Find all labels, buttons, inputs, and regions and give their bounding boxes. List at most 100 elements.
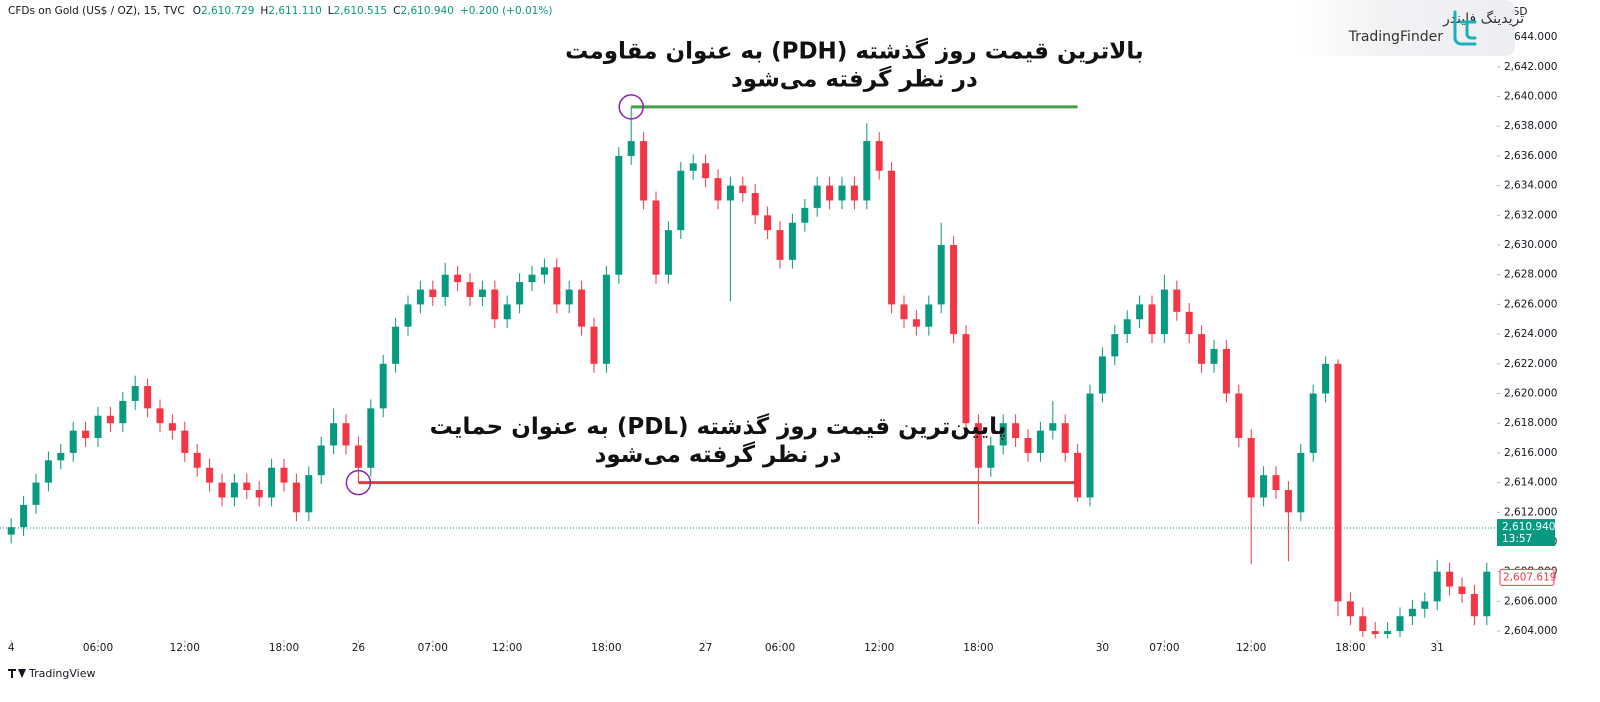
- candle-body: [850, 185, 858, 201]
- candle-body: [1123, 319, 1131, 335]
- candle-body: [652, 200, 660, 275]
- candle-body: [1086, 393, 1094, 498]
- candle-body: [379, 363, 387, 409]
- candle-body: [94, 415, 102, 439]
- candle-body: [739, 185, 747, 194]
- candle-body: [962, 334, 970, 424]
- candle-body: [20, 504, 28, 528]
- candle-body: [230, 482, 238, 498]
- annotation: بالاترین قیمت روز گذشته (PDH) به عنوان م…: [565, 37, 1144, 64]
- candle-body: [1210, 348, 1218, 364]
- candle-body: [491, 289, 499, 320]
- candle-body: [776, 230, 784, 260]
- candle-body: [1012, 423, 1020, 439]
- candle-body: [330, 423, 338, 446]
- candle-body: [1470, 593, 1478, 617]
- candle-body: [354, 445, 362, 468]
- candle-body: [243, 482, 251, 491]
- candle-body: [416, 289, 424, 305]
- ohlc-value: 2,610.940: [400, 5, 453, 17]
- logo-bg: [1300, 0, 1515, 56]
- candle-body: [950, 245, 958, 335]
- candle-body: [788, 222, 796, 260]
- x-tick-label: 18:00: [591, 642, 621, 654]
- candle-body: [516, 282, 524, 305]
- x-tick-label: 06:00: [765, 642, 795, 654]
- candle-body: [726, 185, 734, 201]
- candle-body: [342, 423, 350, 446]
- candle-body: [181, 430, 189, 453]
- candle-body: [1222, 348, 1230, 394]
- y-tick-label: 2,638.000: [1504, 120, 1557, 132]
- alert-price-box: [1499, 568, 1555, 586]
- annotation: پایین‌ترین قیمت روز گذشته (PDL) به عنوان…: [430, 413, 1007, 440]
- candle-body: [168, 423, 176, 431]
- candle-body: [156, 408, 164, 424]
- candle-body: [912, 319, 920, 327]
- y-tick-label: 2,634.000: [1504, 180, 1557, 192]
- candle-body: [1198, 334, 1206, 364]
- candle-body: [714, 178, 722, 201]
- candle-body: [838, 185, 846, 201]
- candle-body: [218, 482, 226, 498]
- candle-body: [1297, 452, 1305, 513]
- y-tick-label: 2,632.000: [1504, 209, 1557, 221]
- candle-body: [1458, 586, 1466, 594]
- y-tick-label: 2,626.000: [1504, 298, 1557, 310]
- level-marker: [345, 469, 372, 496]
- candle-body: [677, 170, 685, 231]
- candle-body: [1160, 289, 1168, 335]
- candle-body: [1433, 571, 1441, 602]
- candle-body: [454, 274, 462, 283]
- y-tick-label: 2,630.000: [1504, 239, 1557, 251]
- candle-body: [404, 304, 412, 327]
- plot-area: [0, 106, 1497, 639]
- y-tick-label: 2,612.000: [1504, 506, 1557, 518]
- x-tick-label: 18:00: [1335, 642, 1365, 654]
- candle-body: [801, 207, 809, 223]
- candle-body: [1334, 363, 1342, 602]
- x-tick-label: 18:00: [963, 642, 993, 654]
- y-tick-label: 2,644.000: [1504, 31, 1557, 43]
- candle-body: [466, 282, 474, 297]
- candle-body: [540, 267, 548, 275]
- candle-body: [317, 445, 325, 476]
- candle-body: [1322, 363, 1330, 394]
- candle-body: [1061, 423, 1069, 453]
- candle-body: [1359, 616, 1367, 632]
- logo-icon: [1453, 10, 1477, 46]
- candle-body: [119, 400, 127, 424]
- candle-body: [82, 430, 90, 439]
- y-tick-label: 2,642.000: [1504, 61, 1557, 73]
- header: CFDs on Gold (US$ / OZ), 15, TVC O2,610.7…: [8, 5, 552, 17]
- level-marker: [618, 94, 644, 120]
- candle-body: [429, 289, 437, 297]
- ohlc-key: H: [260, 5, 268, 17]
- candle-body: [987, 445, 995, 468]
- logo-en: TradingFinder: [1348, 29, 1444, 45]
- price-axis-bg: [1497, 0, 1600, 660]
- x-tick-label: 4: [8, 642, 15, 654]
- x-tick-label: 27: [699, 642, 712, 654]
- candle-body: [578, 289, 586, 327]
- candle-body: [553, 267, 561, 305]
- ohlc-key: C: [393, 5, 400, 17]
- y-tick-label: 2,640.000: [1504, 91, 1557, 103]
- symbol: CFDs on Gold (US$ / OZ), 15, TVC: [8, 5, 185, 17]
- x-tick-label: 12:00: [492, 642, 522, 654]
- y-tick-label: 2,616.000: [1504, 447, 1557, 459]
- x-tick-label: 06:00: [83, 642, 113, 654]
- y-tick-label: 2,604.000: [1504, 625, 1557, 637]
- x-tick-label: 18:00: [269, 642, 299, 654]
- candle-body: [764, 215, 772, 231]
- ohlc-value: 2,610.729: [201, 5, 254, 17]
- x-tick-label: 07:00: [1149, 642, 1179, 654]
- annotation: در نظر گرفته می‌شود: [595, 441, 842, 468]
- candle-body: [1396, 616, 1404, 632]
- candle-body: [305, 475, 313, 513]
- candle-body: [1284, 490, 1292, 513]
- footer: TradingView: [28, 667, 95, 680]
- candle-body: [888, 170, 896, 305]
- candle-body: [206, 467, 214, 483]
- ohlc-value: 2,611.110: [268, 5, 321, 17]
